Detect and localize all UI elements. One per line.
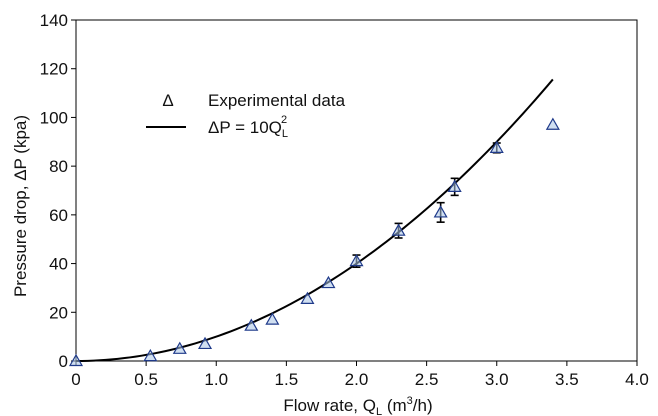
x-axis-title: Flow rate, QL (m3/h): [283, 395, 432, 416]
y-tick-label: 40: [49, 255, 68, 274]
y-tick-label: 20: [49, 303, 68, 322]
triangle-marker: [300, 291, 315, 304]
data-point: [391, 222, 406, 239]
legend-label-experimental: Experimental data: [208, 91, 346, 110]
triangle-marker: [265, 312, 280, 325]
y-axis-ticks: 0 20 40 60 80 100 120 140: [40, 11, 76, 371]
triangle-marker: [447, 179, 462, 192]
x-tick-label: 0: [71, 370, 80, 389]
triangle-marker: [143, 348, 158, 362]
data-point: [321, 275, 336, 289]
x-tick-label: 2.0: [345, 370, 369, 389]
y-tick-label: 140: [40, 11, 68, 30]
triangle-marker: [391, 223, 406, 236]
x-tick-label: 3.5: [555, 370, 579, 389]
y-axis-title: Pressure drop, ΔP (kpa): [11, 115, 30, 297]
model-curve: [75, 78, 554, 362]
data-points-layer: [68, 117, 560, 367]
x-axis-ticks: 0 0.5 1.0 1.5 2.0 2.5 3.0 3.5 4.0: [71, 361, 649, 389]
legend-label-model: ΔP = 10QL2: [208, 114, 288, 140]
data-point: [489, 140, 504, 154]
triangle-marker: [349, 253, 364, 267]
x-tick-label: 0.5: [134, 370, 158, 389]
legend-symbol-experimental: Δ: [162, 91, 173, 110]
triangle-marker: [244, 318, 259, 331]
data-point: [265, 312, 280, 325]
triangle-marker: [321, 275, 336, 289]
data-point: [68, 353, 84, 367]
x-tick-label: 2.5: [415, 370, 439, 389]
triangle-marker: [172, 341, 187, 354]
data-point: [447, 177, 462, 197]
legend: Δ Experimental data ΔP = 10QL2: [146, 91, 346, 140]
triangle-marker: [489, 140, 504, 153]
x-tick-label: 4.0: [625, 370, 649, 389]
plot-area: [75, 19, 638, 362]
triangle-marker: [68, 353, 84, 367]
plot-frame: [75, 19, 638, 362]
data-point: [349, 253, 364, 269]
triangle-marker: [197, 336, 213, 350]
data-point: [300, 291, 315, 304]
x-tick-label: 3.0: [485, 370, 509, 389]
fit-curve-layer: [75, 78, 554, 362]
data-point: [143, 348, 158, 362]
y-tick-label: 0: [59, 352, 68, 371]
triangle-marker: [545, 117, 560, 130]
x-tick-label: 1.5: [275, 370, 299, 389]
y-tick-label: 60: [49, 206, 68, 225]
y-tick-label: 80: [49, 157, 68, 176]
data-point: [545, 117, 560, 130]
data-point: [197, 336, 213, 350]
y-tick-label: 120: [40, 60, 68, 79]
triangle-marker: [433, 205, 448, 218]
data-point: [433, 201, 448, 223]
data-point: [172, 341, 187, 354]
y-tick-label: 100: [40, 108, 68, 127]
x-tick-label: 1.0: [204, 370, 228, 389]
data-point: [244, 318, 259, 331]
